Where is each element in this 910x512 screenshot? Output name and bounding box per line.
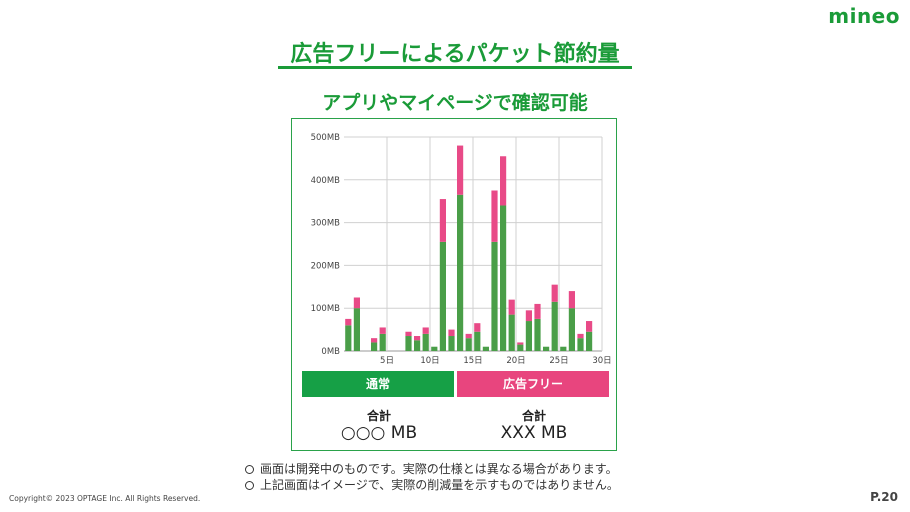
y-tick-label: 100MB: [311, 304, 341, 314]
y-tick-label: 0MB: [321, 347, 340, 357]
bar-normal: [465, 338, 472, 351]
bar-adfree: [577, 333, 584, 339]
bar-normal: [345, 325, 352, 351]
x-tick-label: 10日: [420, 356, 439, 366]
bar-adfree: [422, 327, 429, 334]
bar-adfree: [517, 342, 524, 345]
bar-normal: [405, 336, 412, 351]
bar-normal: [371, 342, 378, 351]
bar-adfree: [379, 327, 386, 334]
bar-adfree: [439, 199, 446, 242]
bar-normal: [568, 308, 575, 351]
bar-normal: [379, 333, 386, 351]
usage-chart: 0MB 100MB 200MB 300MB 400MB 500MB 5日 10日 15日 20日 2…: [311, 133, 612, 366]
bar-normal: [517, 344, 524, 351]
bar-adfree: [551, 284, 558, 302]
page-title: 広告フリーによるパケット節約量: [290, 42, 620, 67]
bar-normal: [560, 346, 567, 351]
x-tick-label: 15日: [463, 356, 482, 366]
x-tick-label: 5日: [380, 356, 394, 366]
bar-normal: [491, 241, 498, 351]
y-tick-label: 400MB: [311, 176, 341, 186]
bar-normal: [534, 318, 541, 351]
normal-total-label: 合計: [366, 409, 391, 423]
bar-adfree: [534, 303, 541, 319]
x-tick-label: 20日: [506, 356, 525, 366]
page-number: P.20: [870, 490, 898, 504]
bar-normal: [422, 333, 429, 351]
bar-normal: [439, 241, 446, 351]
bar-normal: [353, 308, 360, 351]
bar-adfree: [508, 299, 515, 315]
circle-bullet-icon: [245, 481, 254, 490]
y-tick-label: 300MB: [311, 219, 341, 229]
note-item: 画面は開発中のものです。実際の仕様とは異なる場合があります。: [245, 461, 619, 477]
page-subtitle: アプリやマイページで確認可能: [322, 92, 588, 114]
mineo-logo: mineo: [828, 4, 900, 28]
bar-normal: [500, 205, 507, 351]
bar-adfree: [345, 318, 352, 326]
bar-normal: [543, 346, 550, 351]
bar-normal: [586, 331, 593, 351]
circle-bullet-icon: [245, 465, 254, 474]
bar-adfree: [457, 145, 464, 195]
bar-adfree: [525, 310, 532, 322]
bar-adfree: [568, 291, 575, 309]
legend-adfree-button[interactable]: 広告フリー: [457, 371, 609, 397]
bar-normal: [482, 346, 489, 351]
adfree-total-value: XXX MB: [500, 423, 568, 443]
bar-normal: [525, 321, 532, 351]
bar-adfree: [500, 156, 507, 206]
bar-normal: [474, 331, 481, 351]
legend-normal-button[interactable]: 通常: [302, 371, 454, 397]
copyright: Copyright© 2023 OPTAGE Inc. All Rights R…: [9, 494, 201, 503]
bar-normal: [414, 340, 421, 351]
title-underline: [278, 66, 632, 69]
bar-adfree: [448, 329, 455, 337]
bar-normal: [551, 301, 558, 351]
bar-normal: [431, 346, 438, 351]
bar-normal: [508, 314, 515, 351]
x-tick-label: 30日: [592, 356, 611, 366]
bar-adfree: [405, 331, 412, 337]
bar-adfree: [414, 336, 421, 341]
bar-adfree: [353, 297, 360, 309]
bar-adfree: [465, 333, 472, 339]
bar-adfree: [474, 323, 481, 332]
adfree-total-label: 合計: [521, 409, 546, 423]
x-tick-label: 25日: [549, 356, 568, 366]
bar-adfree: [371, 338, 378, 343]
note-item: 上記画面はイメージで、実際の削減量を示すものではありません。: [245, 477, 619, 493]
bar-adfree: [491, 190, 498, 242]
bar-normal: [457, 194, 464, 351]
normal-total-value: ○○○ MB: [340, 423, 418, 443]
bar-normal: [448, 336, 455, 351]
bar-normal: [577, 338, 584, 351]
chart-panel: 0MB 100MB 200MB 300MB 400MB 500MB 5日 10日 15日 20日 2…: [291, 118, 617, 451]
y-tick-label: 200MB: [311, 261, 341, 271]
y-tick-label: 500MB: [311, 133, 341, 143]
notes: 画面は開発中のものです。実際の仕様とは異なる場合があります。 上記画面はイメージ…: [245, 461, 619, 493]
bar-adfree: [586, 321, 593, 332]
